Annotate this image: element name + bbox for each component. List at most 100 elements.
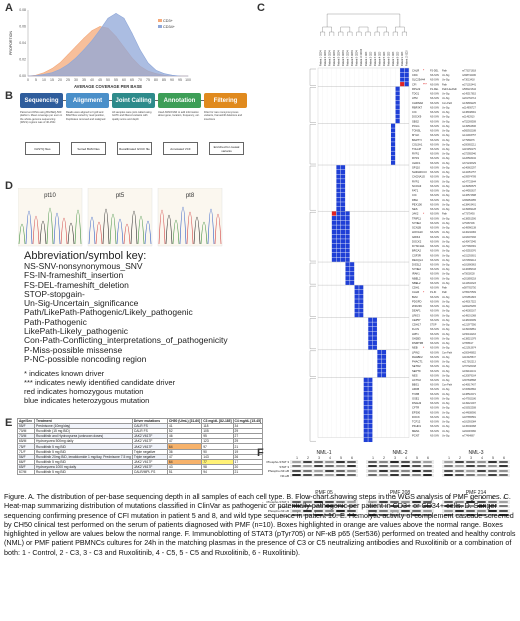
heatmap-rsid: rs144592637	[462, 190, 477, 193]
heatmap-gene-label: BBS1	[412, 383, 419, 387]
blot-band	[488, 514, 497, 517]
heatmap-cell	[381, 354, 387, 359]
blot-title: NML-3	[468, 450, 484, 456]
heatmap-mutation-type: NS-SNV	[430, 106, 439, 109]
heatmap-rsid: rs565932188	[462, 130, 477, 133]
blot-band	[412, 469, 421, 472]
heatmap-mutation-type: NS-SNV	[430, 213, 439, 216]
heatmap-mutation-type: NS-SNV	[430, 139, 439, 142]
y-tick-label: 0.04	[19, 41, 26, 45]
heatmap-mutation-type: NS-SNV	[430, 250, 439, 253]
blot-band	[325, 460, 334, 463]
blot-strip	[442, 460, 510, 464]
heatmap-mutation-type: NS-SNV	[430, 300, 439, 303]
blot-band	[401, 514, 410, 517]
heatmap-cell	[400, 68, 405, 73]
heatmap-gene-label: RPL22	[412, 87, 421, 91]
heatmap-cell	[340, 248, 346, 253]
heatmap-cell	[404, 77, 409, 82]
heatmap-rsid: rs781851815	[462, 296, 477, 299]
blot-band	[444, 465, 453, 468]
heatmap-cell	[400, 77, 405, 82]
blot-lane-label: 6	[427, 456, 429, 460]
blot-band	[477, 469, 486, 472]
heatmap-mutation-type: NS-SNV	[430, 134, 439, 137]
heatmap-mutation-type: NS-SNV	[430, 166, 439, 169]
heatmap-cell	[372, 322, 377, 327]
heatmap-clinvar-class: Un-Sig	[442, 365, 450, 368]
blot-band	[292, 465, 301, 468]
sanger-peak	[123, 223, 131, 245]
heatmap-mutation-type: NS-SNV	[430, 384, 439, 387]
heatmap-gene-label: CALR	[412, 68, 419, 72]
flow-output: Sorted BAM files	[71, 142, 106, 155]
flow-step-description: Paired end DNA using BGISEQ-500 platform…	[20, 111, 63, 124]
heatmap-rsid: rs75487206	[462, 222, 475, 225]
heatmap-column-label: Patient 8 CD34	[351, 50, 354, 66]
blot-strip	[442, 513, 510, 518]
driver-star-icon: *	[423, 212, 425, 216]
blot-lane-label: 5	[492, 456, 494, 460]
heatmap-cell	[345, 229, 350, 235]
table-cell: Ruxolitinib 5 mg BID	[34, 468, 133, 476]
heatmap-cell	[368, 433, 373, 438]
blot-strip	[290, 513, 358, 518]
heatmap-rsid: rs193922508	[462, 407, 477, 410]
blot-band	[336, 465, 345, 468]
heatmap-cell	[372, 331, 377, 336]
blot-band	[499, 509, 508, 512]
heatmap-clinvar-class: Con-Path	[442, 351, 453, 354]
heatmap-clinvar-class: Un-Sig	[442, 337, 450, 340]
heatmap-clinvar-class: Un-Sig	[442, 319, 450, 322]
heatmap-cell	[381, 368, 387, 373]
heatmap-rsid: rs369954955	[462, 199, 477, 202]
x-tick-label: 95	[178, 78, 182, 82]
data-point	[67, 64, 69, 65]
driver-star-icon: ***	[423, 83, 427, 87]
sanger-peak	[25, 210, 33, 245]
heatmap-clinvar-class: Un-Sig	[442, 393, 450, 396]
heatmap-cell	[336, 206, 341, 212]
heatmap-cell	[372, 340, 377, 345]
heatmap-mutation-type: NS-SNV	[430, 97, 439, 100]
heatmap-rsid: rs193187466	[462, 236, 477, 239]
heatmap-mutation-type: NS-SNV	[430, 347, 439, 350]
heatmap-mutation-type: NS-SNV	[430, 102, 439, 105]
blot-band	[488, 460, 497, 463]
heatmap-gene-label: CFI	[412, 82, 417, 86]
blot-band	[390, 460, 399, 463]
blot-lane-label: 1	[448, 496, 450, 500]
heatmap-rsid: rs141903757	[462, 134, 477, 137]
heatmap-rsid: rs146617407	[462, 384, 477, 387]
heatmap-column-label: Patient 3 CD34	[328, 50, 331, 66]
heatmap-cell	[372, 336, 377, 341]
heatmap-gene-label: GSE1	[412, 396, 420, 400]
heatmap-clinvar-class: Un-Sig	[442, 203, 450, 206]
sanger-sample-label: pt5	[116, 193, 125, 199]
data-point	[75, 57, 77, 59]
heatmap-clinvar-class: Con-Path	[442, 102, 453, 105]
blot-band	[325, 465, 334, 468]
heatmap-gene-label: TDG1	[412, 92, 420, 96]
heatmap-cell	[368, 428, 373, 433]
heatmap-mutation-type: NS-SNV	[430, 148, 439, 151]
blot-band	[444, 514, 453, 517]
panel-label-e: E	[5, 417, 13, 429]
heatmap-cell	[368, 382, 373, 387]
data-point	[67, 54, 69, 55]
heatmap-gene-label: DNMT3B	[412, 341, 423, 345]
heatmap-gene-label: AFDB	[412, 387, 419, 391]
heatmap-cell	[368, 414, 373, 419]
heatmap-clinvar-class: Un-Sig	[442, 397, 450, 400]
heatmap-clinvar-class: Un-Sig	[442, 231, 450, 234]
blot-band	[347, 474, 356, 477]
heatmap-cell	[368, 410, 373, 415]
heatmap-gene-label: SH3GRCC3	[412, 170, 427, 174]
blot-strip	[442, 504, 510, 509]
blot-band	[477, 465, 486, 468]
heatmap-clinvar-class: Un-Sig	[442, 148, 450, 151]
heatmap-clinvar-class: Un-Sig	[442, 166, 450, 169]
blot-band	[488, 469, 497, 472]
heatmap-mutation-type: NS-SNV	[430, 379, 439, 382]
heatmap-cell	[363, 419, 368, 424]
